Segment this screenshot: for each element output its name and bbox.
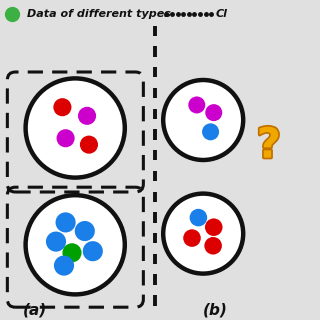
Point	[60, 105, 65, 110]
Point	[86, 142, 92, 147]
Text: Data of different types: Data of different types	[27, 9, 171, 20]
Circle shape	[26, 195, 125, 294]
Circle shape	[163, 194, 243, 274]
Point	[63, 136, 68, 141]
Point	[53, 239, 59, 244]
Point	[189, 236, 195, 241]
Text: ?: ?	[257, 124, 281, 167]
Point	[211, 243, 216, 248]
Text: (a): (a)	[22, 302, 47, 317]
Point	[69, 250, 75, 255]
Point	[211, 225, 216, 230]
Point	[63, 220, 68, 225]
Point	[194, 102, 199, 108]
Point	[84, 113, 90, 118]
Point	[61, 263, 67, 268]
Text: (b): (b)	[203, 302, 228, 317]
Point	[90, 249, 95, 254]
Point	[208, 129, 213, 134]
Circle shape	[163, 80, 243, 160]
Point	[82, 228, 87, 234]
Point	[211, 110, 216, 115]
Circle shape	[26, 78, 125, 178]
Text: Cl: Cl	[216, 9, 228, 20]
Point	[196, 215, 201, 220]
